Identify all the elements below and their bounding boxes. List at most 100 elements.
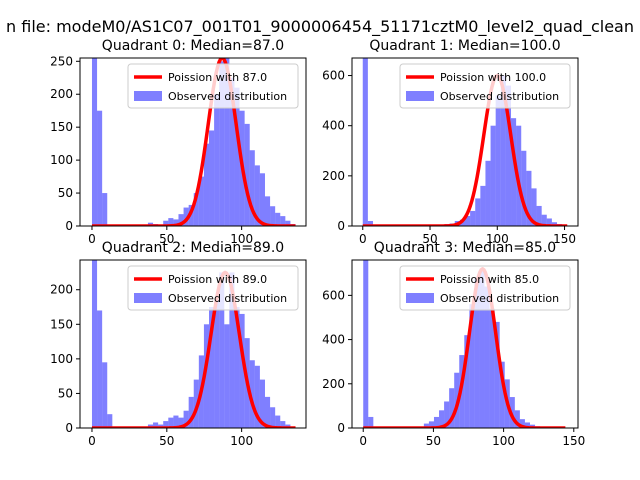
histogram-bar <box>439 410 445 428</box>
histogram-bar <box>203 143 210 226</box>
legend-box <box>399 265 571 311</box>
histogram-bar <box>178 417 184 428</box>
x-tick-label: 100 <box>230 434 253 448</box>
histogram-bar <box>188 396 194 428</box>
histogram-bar <box>362 58 368 226</box>
poisson-curve <box>91 58 296 226</box>
histogram-bar <box>494 321 500 428</box>
plot-area <box>362 58 568 226</box>
subplot-2: 0 50 100 0 50 100 150 200 Quadrant 2: Median=89.… <box>50 240 307 448</box>
legend-bar-swatch <box>134 91 162 101</box>
histogram-bar <box>485 160 491 226</box>
legend-box <box>399 63 571 109</box>
y-tick-label: 600 <box>322 69 345 83</box>
legend: Poission with 100.0 Observed distribution <box>399 63 571 109</box>
histogram-bar <box>264 196 271 226</box>
x-tick-label: 50 <box>422 232 437 246</box>
histogram-bar <box>163 220 169 226</box>
histogram-bar <box>285 220 291 226</box>
histogram-bar <box>475 198 481 226</box>
histogram-bar <box>234 87 240 226</box>
subplot-1: 0 50 100 150 0 200 400 600 Quadrant 1: Median=10… <box>322 38 579 246</box>
x-tick-label: 100 <box>486 232 509 246</box>
poisson-curve <box>362 73 568 226</box>
y-tick-label: 50 <box>58 386 73 400</box>
y-tick-label: 200 <box>322 169 345 183</box>
histogram-bar <box>183 410 189 428</box>
y-tick-label: 100 <box>50 352 73 366</box>
histogram-bar <box>244 123 250 226</box>
histogram-bar <box>178 214 184 226</box>
x-tick-label: 0 <box>359 434 367 448</box>
histogram-bar <box>219 272 225 428</box>
histogram-bar <box>102 362 108 428</box>
plot-area <box>91 260 296 428</box>
histogram-bar <box>551 222 558 226</box>
histogram-bar <box>444 401 450 428</box>
histogram-bar <box>469 304 475 428</box>
histogram-bar <box>224 58 230 226</box>
histogram-bar <box>209 130 215 226</box>
histogram-bar <box>428 421 434 428</box>
y-tick-label: 200 <box>322 377 345 391</box>
histogram-bar <box>168 218 174 226</box>
histogram-bar <box>368 416 374 428</box>
legend-label: Poission with 87.0 <box>168 71 267 84</box>
histogram-bar <box>229 272 235 428</box>
histogram-bar <box>484 286 490 428</box>
histogram-bar <box>234 307 240 428</box>
histogram-bar <box>203 324 210 428</box>
histogram-bar <box>519 419 525 428</box>
histogram-bar <box>470 210 476 226</box>
histogram-bar <box>500 75 506 226</box>
histogram-bar <box>254 365 260 428</box>
legend: Poission with 89.0 Observed distribution <box>127 265 299 311</box>
histogram-bar <box>163 421 169 428</box>
x-tick-label: 0 <box>88 232 96 246</box>
legend-box <box>127 63 299 109</box>
histogram-bar <box>524 422 530 428</box>
histogram-bar <box>495 95 501 226</box>
histogram-bar <box>259 173 265 226</box>
histogram-bar <box>107 414 113 428</box>
legend-label: Observed distribution <box>440 292 559 305</box>
y-tick-label: 0 <box>337 421 345 435</box>
histogram-bar <box>423 423 429 428</box>
histogram-bar <box>499 361 505 428</box>
histogram-bar <box>97 310 103 428</box>
y-tick-label: 150 <box>50 317 73 331</box>
histogram-bar <box>546 218 552 226</box>
axes-frame <box>79 57 307 227</box>
legend-bar-swatch <box>134 293 162 303</box>
y-tick-label: 0 <box>337 219 345 233</box>
histogram-bar <box>479 268 485 428</box>
histogram-bar <box>521 150 527 226</box>
axes-frame <box>351 57 579 227</box>
y-tick-label: 0 <box>65 219 73 233</box>
subplot-0: 0 50 100 0 50 100 150 200 250 Quadrant 0: Median=… <box>50 38 307 246</box>
legend-label: Poission with 89.0 <box>168 273 267 286</box>
x-tick-label: 0 <box>88 434 96 448</box>
y-tick-label: 100 <box>50 153 73 167</box>
histogram-bar <box>91 58 98 226</box>
y-tick-label: 150 <box>50 120 73 134</box>
histogram-bar <box>168 417 174 428</box>
legend-label: Observed distribution <box>168 292 287 305</box>
x-tick-label: 150 <box>553 232 576 246</box>
histogram-bar <box>490 125 496 226</box>
legend-box <box>127 265 299 311</box>
histogram-bar <box>173 415 179 428</box>
histogram-bar <box>270 206 276 226</box>
histogram-bar <box>464 335 470 428</box>
histogram-bar <box>433 416 440 428</box>
y-tick-label: 400 <box>322 119 345 133</box>
histogram-bar <box>363 260 369 428</box>
histogram-bar <box>270 407 276 428</box>
histogram-bar <box>280 216 286 226</box>
subplot-title: Quadrant 3: Median=85.0 <box>374 240 556 256</box>
histogram-bar <box>280 421 286 428</box>
histogram-bar <box>259 379 265 428</box>
histogram-bar <box>214 300 220 428</box>
histogram-bar <box>239 313 245 428</box>
histogram-bar <box>97 110 103 226</box>
